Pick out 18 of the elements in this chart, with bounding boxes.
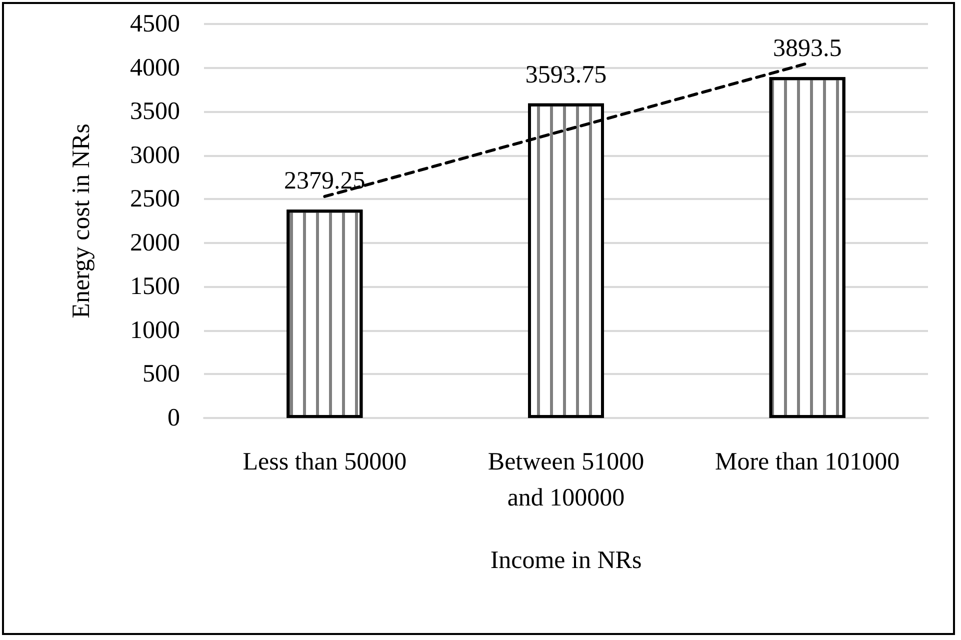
x-axis-title: Income in NRs [490, 547, 642, 574]
y-tick-label: 3000 [130, 142, 180, 169]
y-tick-label: 3500 [130, 98, 180, 126]
y-axis-title: Energy cost in NRs [68, 124, 95, 318]
y-tick-label: 4000 [130, 54, 180, 82]
y-tick-label: 2500 [130, 186, 180, 213]
y-tick-label: 500 [142, 360, 180, 388]
data-label: 2379.25 [284, 168, 366, 195]
x-tick-label: Less than 50000 [242, 448, 407, 476]
y-tick-label: 0 [168, 404, 180, 432]
x-tick-label: Between 51000 and 100000 [488, 448, 644, 512]
y-tick-label: 2000 [130, 229, 180, 256]
y-tick-label: 1500 [130, 273, 180, 300]
y-tick-label: 4500 [130, 10, 180, 38]
y-tick-label: 1000 [130, 316, 180, 344]
data-label: 3893.5 [772, 35, 842, 62]
x-tick-label: More than 101000 [714, 448, 900, 476]
data-label: 3593.75 [525, 61, 607, 88]
